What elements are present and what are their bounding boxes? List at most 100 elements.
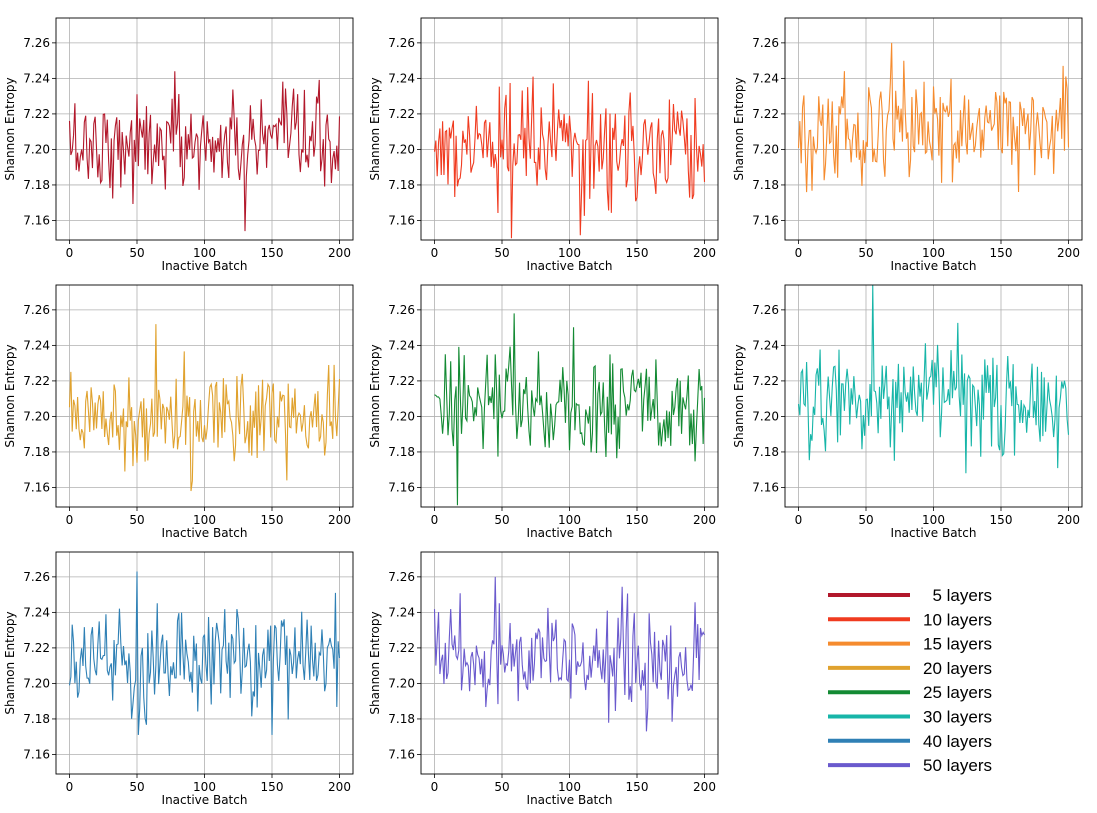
x-tick-label: 0 xyxy=(431,513,439,527)
y-tick-label: 7.20 xyxy=(23,142,50,156)
x-tick-label: 50 xyxy=(494,780,509,794)
subplot-25-layers: 0 50 100 150 200 7.16 7.18 7.20 7.22 7.24 7.26 Inac… xyxy=(368,284,719,540)
x-tick-label: 0 xyxy=(431,246,439,260)
x-axis-label: Inactive Batch xyxy=(162,793,248,807)
x-tick-label: 50 xyxy=(129,513,144,527)
x-tick-label: 200 xyxy=(693,780,716,794)
x-tick-label: 150 xyxy=(626,246,649,260)
x-tick-label: 50 xyxy=(129,246,144,260)
legend-label: 20 layers xyxy=(923,659,992,678)
y-tick-label: 7.16 xyxy=(23,213,50,227)
x-tick-label: 150 xyxy=(261,246,284,260)
y-tick-label: 7.18 xyxy=(388,445,415,459)
y-tick-label: 7.26 xyxy=(23,36,50,50)
x-tick-label: 150 xyxy=(990,513,1013,527)
x-tick-label: 100 xyxy=(193,780,216,794)
y-tick-label: 7.22 xyxy=(388,641,415,655)
y-tick-label: 7.26 xyxy=(388,303,415,317)
x-tick-label: 50 xyxy=(494,246,509,260)
y-tick-label: 7.18 xyxy=(388,712,415,726)
y-axis-label: Shannon Entropy xyxy=(368,77,382,180)
y-tick-label: 7.16 xyxy=(752,480,779,494)
y-tick-label: 7.16 xyxy=(752,213,779,227)
x-tick-label: 50 xyxy=(494,513,509,527)
y-axis-label: Shannon Entropy xyxy=(3,344,17,447)
legend-label: 25 layers xyxy=(923,683,992,702)
y-tick-label: 7.16 xyxy=(388,747,415,761)
x-tick-label: 50 xyxy=(858,513,873,527)
y-tick-label: 7.16 xyxy=(388,480,415,494)
x-axis-label: Inactive Batch xyxy=(527,526,613,540)
y-tick-label: 7.20 xyxy=(388,142,415,156)
subplot-10-layers: 0 50 100 150 200 7.16 7.18 7.20 7.22 7.24 7.26 Inac… xyxy=(368,17,719,273)
x-tick-label: 0 xyxy=(66,780,74,794)
x-axis-label: Inactive Batch xyxy=(162,526,248,540)
y-tick-label: 7.26 xyxy=(752,303,779,317)
y-tick-label: 7.18 xyxy=(752,445,779,459)
x-axis-label: Inactive Batch xyxy=(891,526,977,540)
x-tick-label: 100 xyxy=(193,246,216,260)
x-tick-label: 150 xyxy=(261,513,284,527)
x-tick-label: 200 xyxy=(693,513,716,527)
subplot-20-layers: 0 50 100 150 200 7.16 7.18 7.20 7.22 7.24 7.26 Inac… xyxy=(3,284,354,540)
x-tick-label: 0 xyxy=(795,246,803,260)
x-tick-label: 200 xyxy=(328,246,351,260)
y-tick-label: 7.24 xyxy=(23,71,50,85)
legend-label: 40 layers xyxy=(923,732,992,751)
y-tick-label: 7.22 xyxy=(23,107,50,121)
x-tick-label: 0 xyxy=(431,780,439,794)
subplot-40-layers: 0 50 100 150 200 7.16 7.18 7.20 7.22 7.24 7.26 Inac… xyxy=(3,551,354,807)
y-tick-label: 7.24 xyxy=(752,338,779,352)
x-tick-label: 50 xyxy=(858,246,873,260)
y-tick-label: 7.26 xyxy=(388,570,415,584)
y-axis-label: Shannon Entropy xyxy=(3,611,17,714)
y-tick-label: 7.22 xyxy=(388,107,415,121)
legend-label: 10 layers xyxy=(923,610,992,629)
y-tick-label: 7.20 xyxy=(752,409,779,423)
y-tick-label: 7.20 xyxy=(388,409,415,423)
y-tick-label: 7.24 xyxy=(23,605,50,619)
y-tick-label: 7.20 xyxy=(752,142,779,156)
y-tick-label: 7.18 xyxy=(23,445,50,459)
x-tick-label: 100 xyxy=(558,246,581,260)
series-line-25-layers xyxy=(434,313,706,506)
y-tick-label: 7.26 xyxy=(23,570,50,584)
y-tick-label: 7.26 xyxy=(23,303,50,317)
y-tick-label: 7.18 xyxy=(752,178,779,192)
y-tick-label: 7.24 xyxy=(23,338,50,352)
x-tick-label: 0 xyxy=(66,513,74,527)
x-tick-label: 100 xyxy=(193,513,216,527)
x-tick-label: 150 xyxy=(626,780,649,794)
y-tick-label: 7.18 xyxy=(388,178,415,192)
x-axis-label: Inactive Batch xyxy=(162,259,248,273)
y-tick-label: 7.24 xyxy=(388,71,415,85)
x-tick-label: 200 xyxy=(1057,246,1080,260)
series-line-40-layers xyxy=(68,571,341,735)
x-tick-label: 200 xyxy=(328,780,351,794)
series-line-30-layers xyxy=(797,285,1070,474)
x-tick-label: 150 xyxy=(261,780,284,794)
y-tick-label: 7.26 xyxy=(752,36,779,50)
x-tick-label: 100 xyxy=(922,246,945,260)
y-tick-label: 7.20 xyxy=(388,676,415,690)
x-tick-label: 0 xyxy=(795,513,803,527)
series-line-10-layers xyxy=(433,76,706,239)
subplot-50-layers: 0 50 100 150 200 7.16 7.18 7.20 7.22 7.24 7.26 Inac… xyxy=(368,551,719,807)
x-tick-label: 200 xyxy=(328,513,351,527)
x-tick-label: 150 xyxy=(990,246,1013,260)
y-tick-label: 7.16 xyxy=(23,480,50,494)
y-tick-label: 7.20 xyxy=(23,409,50,423)
y-tick-label: 7.18 xyxy=(23,712,50,726)
y-tick-label: 7.22 xyxy=(752,107,779,121)
y-tick-label: 7.24 xyxy=(752,71,779,85)
y-tick-label: 7.22 xyxy=(752,374,779,388)
x-tick-label: 100 xyxy=(558,780,581,794)
legend-label: 50 layers xyxy=(923,756,992,775)
y-tick-label: 7.18 xyxy=(23,178,50,192)
y-tick-label: 7.22 xyxy=(23,374,50,388)
x-tick-label: 200 xyxy=(693,246,716,260)
y-axis-label: Shannon Entropy xyxy=(732,344,746,447)
x-axis-label: Inactive Batch xyxy=(891,259,977,273)
y-tick-label: 7.22 xyxy=(388,374,415,388)
series-line-15-layers xyxy=(797,42,1070,193)
